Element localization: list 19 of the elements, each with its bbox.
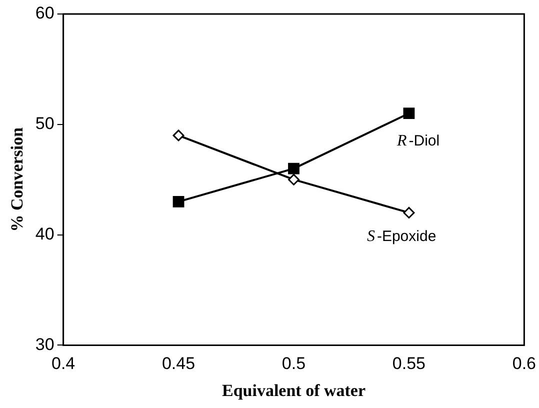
point <box>172 130 184 142</box>
y-tick-label: 60 <box>35 4 54 23</box>
x-axis-title: Equivalent of water <box>222 381 366 400</box>
y-tick-label: 30 <box>35 334 54 354</box>
point <box>403 206 415 218</box>
point <box>172 196 184 208</box>
series-label: S-Epoxide <box>366 228 436 245</box>
series-label: R-Diol <box>396 132 440 150</box>
point <box>288 174 300 186</box>
point <box>288 162 300 174</box>
x-tick-label: 0.45 <box>162 354 196 374</box>
x-tick-label: 0.6 <box>512 354 536 374</box>
point <box>403 108 415 120</box>
x-tick-label: 0.4 <box>51 354 76 374</box>
y-axis-title: % Conversion <box>8 126 27 232</box>
y-tick-label: 40 <box>35 224 54 244</box>
y-tick-label: 50 <box>35 114 54 134</box>
x-tick-label: 0.5 <box>282 354 306 374</box>
x-tick-label: 0.55 <box>392 354 426 374</box>
